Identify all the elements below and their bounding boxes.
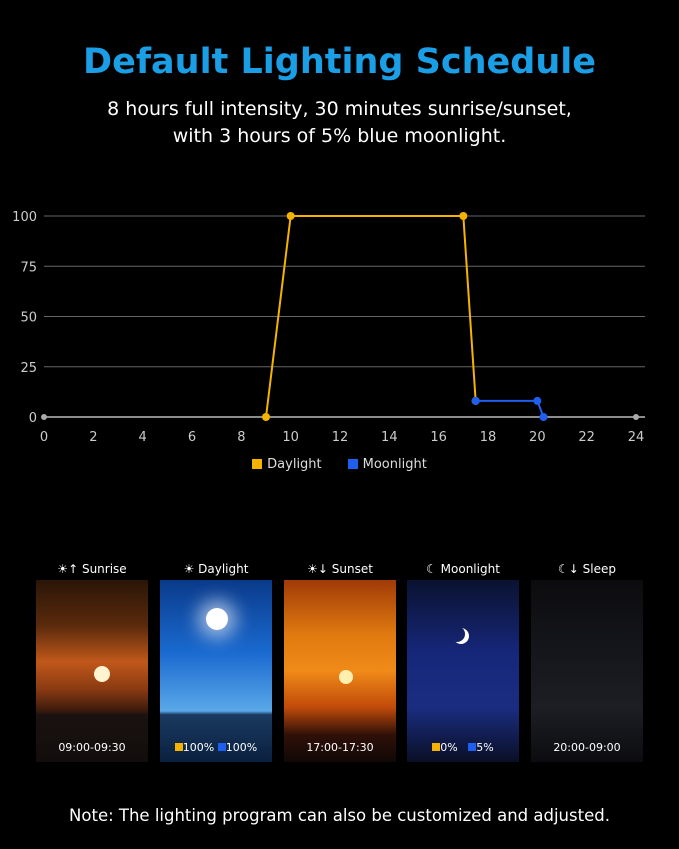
card-time: 17:00-17:30: [306, 741, 374, 754]
y-tick-label: 75: [20, 260, 37, 275]
sun-image: [206, 608, 228, 630]
series-line-moonlight: [475, 399, 545, 418]
y-tick-label: 100: [12, 210, 37, 225]
x-tick-label: 4: [139, 430, 147, 445]
x-tick-label: 2: [89, 430, 97, 445]
x-tick-label: 12: [332, 430, 349, 445]
x-tick-label: 16: [430, 430, 447, 445]
x-tick-label: 14: [381, 430, 398, 445]
subtitle-line: with 3 hours of 5% blue moonlight.: [172, 125, 507, 147]
data-point-daylight: [286, 212, 295, 220]
legend-moonlight: Moonlight: [347, 457, 427, 472]
card-daylight: 100% 100%: [160, 580, 272, 762]
baseline-point: [633, 414, 639, 420]
card-label-moonlight: ☾ Moonlight: [426, 562, 500, 576]
legend: Daylight Moonlight: [0, 457, 679, 472]
sun-image: [339, 670, 353, 684]
subtitle: 8 hours full intensity, 30 minutes sunri…: [0, 96, 679, 150]
card-sunrise: 09:00-09:30: [36, 580, 148, 762]
data-point-moonlight: [533, 396, 542, 405]
y-tick-label: 25: [20, 361, 37, 376]
sun-image: [94, 666, 110, 682]
card-time: 20:00-09:00: [553, 741, 621, 754]
data-point-daylight: [459, 212, 468, 220]
x-tick-label: 0: [40, 430, 48, 445]
series-line-daylight: [265, 215, 477, 418]
x-tick-label: 10: [282, 430, 299, 445]
legend-daylight: Daylight: [252, 457, 322, 472]
x-tick-label: 6: [188, 430, 196, 445]
card-label-sunset: ☀↓ Sunset: [307, 562, 373, 576]
card-label-sleep: ☾↓ Sleep: [558, 562, 616, 576]
x-tick-label: 22: [578, 430, 595, 445]
subtitle-line: 8 hours full intensity, 30 minutes sunri…: [107, 98, 572, 120]
note: Note: The lighting program can also be c…: [69, 806, 610, 825]
card-time: 09:00-09:30: [58, 741, 126, 754]
page-title: Default Lighting Schedule: [83, 42, 596, 82]
x-tick-label: 20: [529, 430, 546, 445]
data-point-daylight: [262, 413, 270, 421]
baseline-point: [41, 414, 47, 420]
card-levels: 100% 100%: [160, 741, 272, 754]
data-point-moonlight: [539, 413, 548, 421]
data-point-moonlight: [471, 396, 480, 405]
x-tick-label: 24: [628, 430, 645, 445]
card-label-daylight: ☀ Daylight: [183, 562, 249, 576]
x-tick-label: 18: [480, 430, 497, 445]
card-moonlight: 0% 5%: [407, 580, 519, 762]
card-sunset: 17:00-17:30: [284, 580, 396, 762]
y-tick-label: 50: [20, 311, 37, 326]
card-levels: 0% 5%: [407, 741, 519, 754]
moon-image: [449, 626, 465, 642]
card-sleep: 20:00-09:00: [531, 580, 643, 762]
y-tick-label: 0: [29, 411, 37, 426]
x-tick-label: 8: [237, 430, 245, 445]
card-label-sunrise: ☀↑ Sunrise: [57, 562, 127, 576]
